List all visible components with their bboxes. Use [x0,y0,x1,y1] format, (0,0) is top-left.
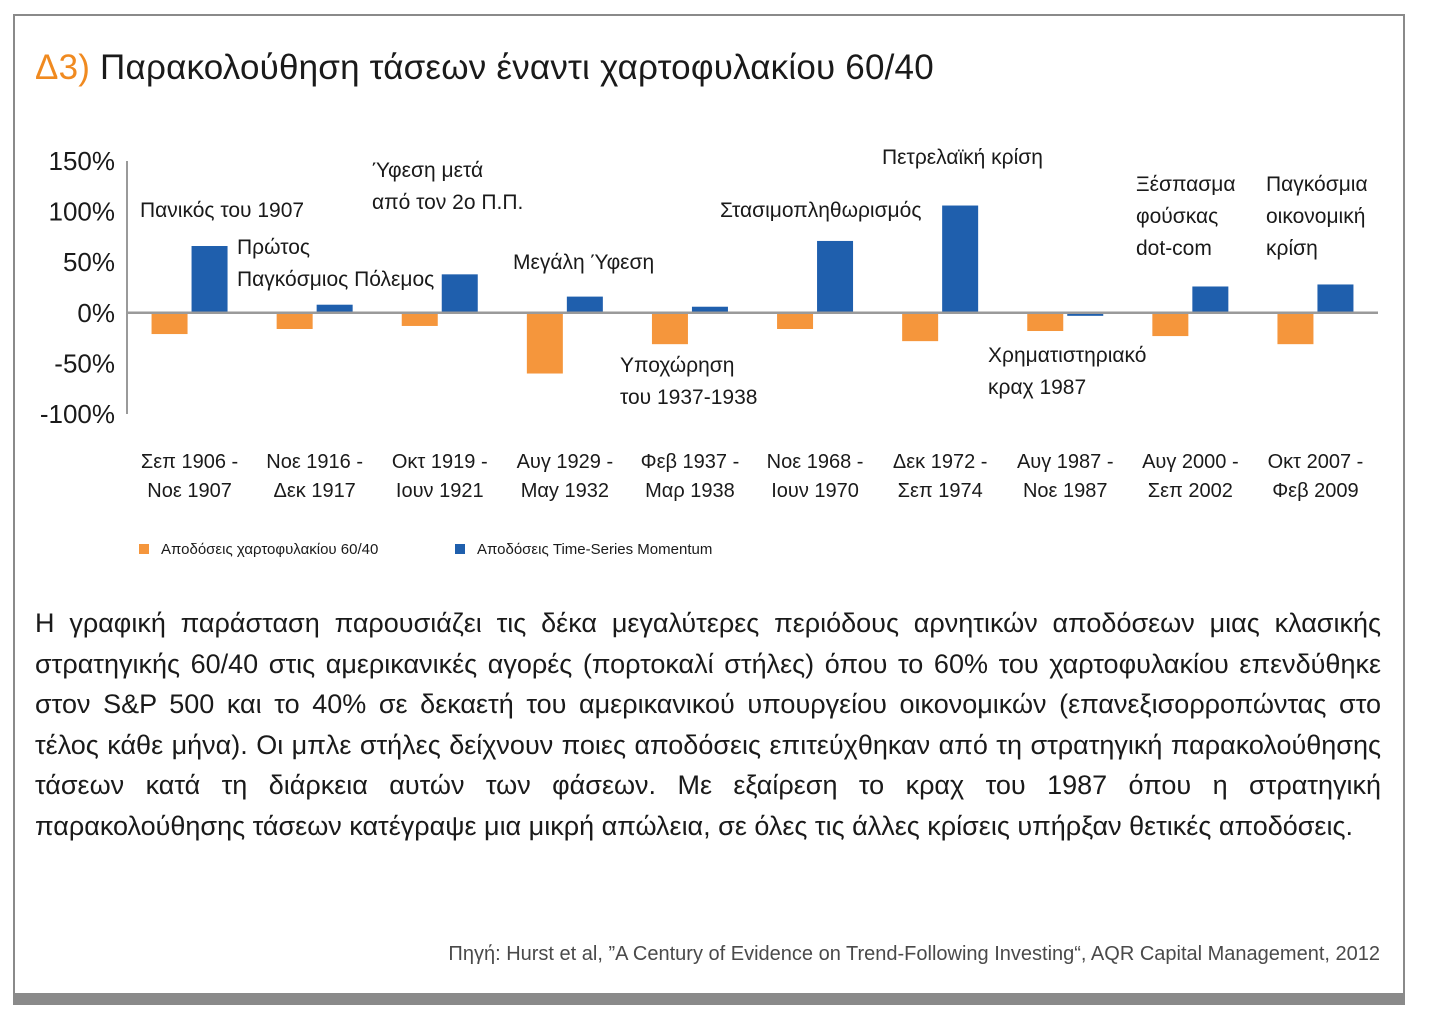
y-tick-label: 150% [49,146,116,176]
category-label: Νοε 1987 [1023,480,1108,502]
bar-momentum [191,246,228,313]
category-label: Μαy 1932 [521,480,609,502]
y-tick-label: 100% [49,197,116,227]
annotation-label: Πετρελαϊκή κρίση [882,146,1043,169]
annotation-label: Στασιμοπληθωρισμός [720,199,921,222]
category-label: Νοε 1968 - [767,451,864,473]
annotation-label: φούσκας [1136,205,1218,228]
panel-frame [13,14,1405,993]
bottom-bar [13,993,1405,1005]
page-title: Δ3) Παρακολούθηση τάσεων έναντι χαρτοφυλ… [35,48,934,88]
category-label: Αυγ 1929 - [517,451,614,473]
bar-6040 [902,312,939,342]
annotation-label: Υποχώρηση [620,354,734,377]
title-text: Παρακολούθηση τάσεων έναντι χαρτοφυλακίο… [100,48,934,87]
annotation-label: Πανικός του 1907 [140,199,304,222]
category-label: Σεπ 2002 [1148,480,1233,502]
category-label: Αυγ 1987 - [1017,451,1114,473]
category-label: Μαρ 1938 [645,480,735,502]
y-tick-label: 50% [63,247,115,277]
category-label: Νοε 1907 [147,480,232,502]
bar-momentum [566,296,603,313]
category-label: Ιουν 1921 [396,480,484,502]
bar-6040 [651,312,688,345]
bar-momentum [1192,286,1229,313]
bar-momentum [441,274,478,313]
bar-6040 [1277,312,1314,345]
category-label: Σεπ 1974 [898,480,983,502]
bar-6040 [777,312,814,329]
category-label: Δεκ 1972 - [893,451,988,473]
bar-6040 [401,312,438,326]
annotation-label: οικονομική [1266,205,1365,228]
legend-label: Αποδόσεις χαρτοφυλακίου 60/40 [161,541,378,558]
annotation-label: κρίση [1266,237,1318,260]
category-label: Οκτ 2007 - [1268,451,1364,473]
category-label: Ιουν 1970 [771,480,859,502]
y-tick-label: -50% [54,348,115,378]
category-label: Φεβ 2009 [1272,480,1358,502]
annotation-label: Πρώτος [237,236,310,259]
title-prefix: Δ3) [35,48,91,87]
bar-momentum [1317,284,1354,313]
legend-label: Αποδόσεις Time-Series Momentum [477,541,712,558]
annotation-label: κραχ 1987 [988,376,1086,399]
annotation-label: dot-com [1136,237,1212,260]
bar-momentum [316,304,353,313]
category-label: Δεκ 1917 [273,480,355,502]
category-label: Νοε 1916 - [266,451,363,473]
annotation-label: Παγκόσμιος Πόλεμος [237,268,434,291]
source-citation: Πηγή: Hurst et al, ”A Century of Evidenc… [448,943,1380,965]
y-tick-label: -100% [40,399,115,429]
category-label: Σεπ 1906 - [141,451,238,473]
chart-description: Η γραφική παράσταση παρουσιάζει τις δέκα… [35,608,1381,841]
category-label: Οκτ 1919 - [392,451,488,473]
annotation-label: του 1937-1938 [620,386,757,409]
category-label: Φεβ 1937 - [641,451,740,473]
annotation-label: Χρηματιστηριακό [988,344,1146,367]
bar-momentum [691,306,728,313]
bar-6040 [151,312,188,335]
y-tick-label: 0% [77,298,115,328]
bar-chart: 150% 100% 50% 0% -50% -100% Σεπ 1906 - Νοε 1907… [40,146,1378,558]
annotation-label: Παγκόσμια [1266,173,1368,196]
bar-6040 [276,312,313,329]
bar-6040 [1027,312,1064,332]
bar-momentum [817,240,854,313]
annotation-label: Μεγάλη Ύφεση [513,251,654,274]
legend-swatch-momentum [455,544,465,554]
legend-swatch-6040 [139,544,149,554]
bar-momentum [1067,312,1104,316]
annotation-label: Ύφεση μετά [372,159,483,182]
bar-momentum [942,205,979,313]
category-label: Αυγ 2000 - [1142,451,1239,473]
bar-6040 [526,312,563,374]
annotation-label: Ξέσπασμα [1136,173,1236,196]
annotation-label: από τον 2ο Π.Π. [372,191,523,214]
bar-6040 [1152,312,1189,337]
